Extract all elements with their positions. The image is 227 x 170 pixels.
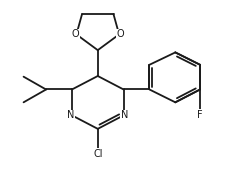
Text: O: O <box>116 29 124 39</box>
Text: N: N <box>121 110 128 120</box>
Text: F: F <box>197 110 203 120</box>
Text: O: O <box>72 29 79 39</box>
Text: N: N <box>67 110 74 120</box>
Text: Cl: Cl <box>93 149 103 159</box>
